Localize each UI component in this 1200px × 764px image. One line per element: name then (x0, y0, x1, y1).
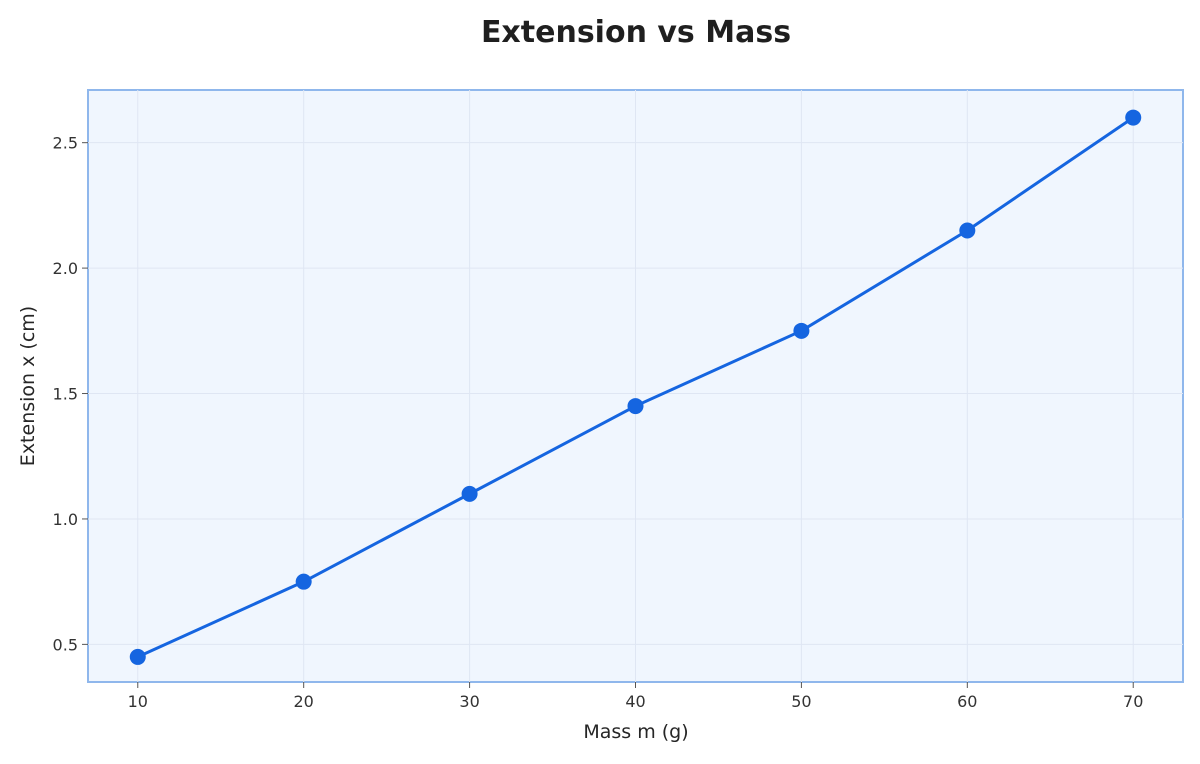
data-point (627, 398, 644, 415)
data-point (793, 322, 810, 339)
x-tick-label: 40 (625, 692, 645, 711)
y-tick-label: 1.5 (53, 385, 78, 404)
chart-title: Extension vs Mass (481, 15, 791, 50)
data-point (959, 222, 976, 239)
y-tick-label: 2.5 (53, 134, 78, 153)
data-point (129, 648, 146, 665)
data-point (295, 573, 312, 590)
y-axis-ticks: 0.5 1.0 1.5 2.0 2.5 (53, 134, 88, 654)
data-point (1125, 109, 1142, 126)
x-tick-label: 50 (791, 692, 811, 711)
grid-lines (88, 90, 1183, 682)
x-axis-label: Mass m (g) (583, 721, 688, 743)
x-tick-label: 60 (957, 692, 977, 711)
x-tick-label: 10 (128, 692, 148, 711)
x-tick-label: 20 (294, 692, 314, 711)
y-tick-label: 2.0 (53, 259, 78, 278)
x-tick-label: 30 (459, 692, 479, 711)
data-point (461, 485, 478, 502)
x-axis-ticks: 10 20 30 40 50 60 70 (128, 682, 1143, 711)
y-tick-label: 1.0 (53, 510, 78, 529)
series-layer (129, 109, 1142, 665)
y-tick-label: 0.5 (53, 635, 78, 654)
y-axis-label: Extension x (cm) (17, 306, 39, 466)
x-tick-label: 70 (1123, 692, 1143, 711)
